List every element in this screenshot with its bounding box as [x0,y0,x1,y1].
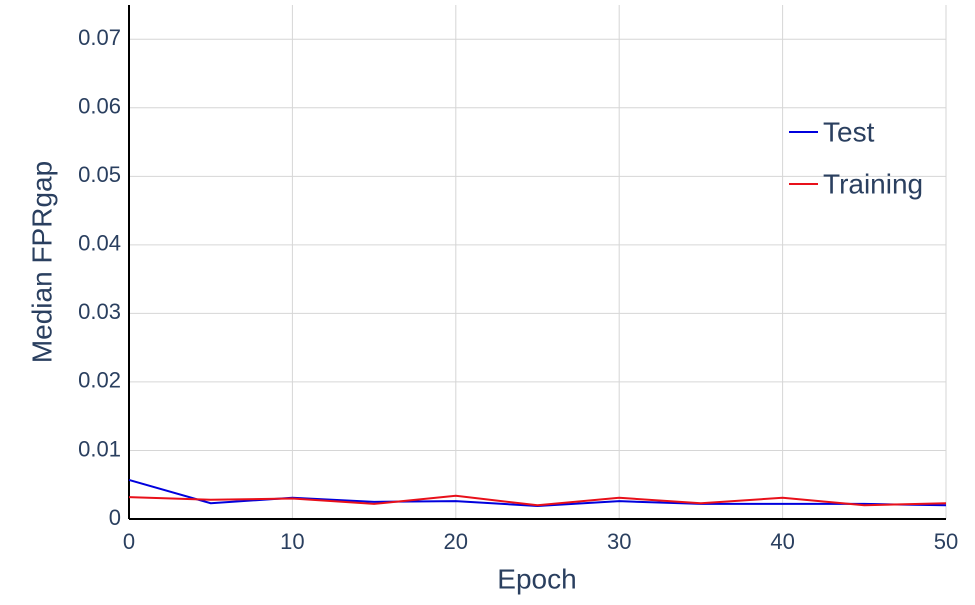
y-tick-label: 0.07 [78,25,121,50]
y-tick-label: 0.05 [78,162,121,187]
x-tick-label: 20 [444,529,468,554]
data-line [128,494,947,507]
x-tick-label: 0 [123,529,135,554]
x-tick-label: 40 [770,529,794,554]
x-tick-label: 10 [280,529,304,554]
x-axis-label: Epoch [497,563,576,594]
y-tick-label: 0.06 [78,94,121,119]
y-axis-label: Median FPRgap [26,161,57,363]
legend-label: Test [823,116,875,147]
legend-label: Training [823,168,923,199]
y-tick-label: 0 [109,505,121,530]
y-tick-label: 0.03 [78,299,121,324]
x-tick-label: 50 [934,529,958,554]
x-tick-label: 30 [607,529,631,554]
y-tick-label: 0.01 [78,436,121,461]
y-tick-label: 0.04 [78,231,121,256]
y-tick-label: 0.02 [78,368,121,393]
